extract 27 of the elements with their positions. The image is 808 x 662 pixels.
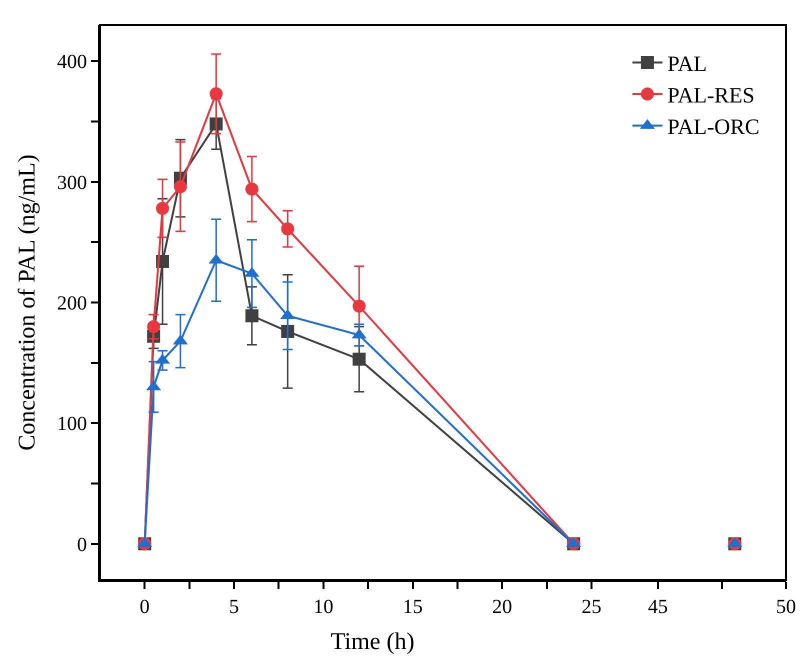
y-tick-label: 100 — [57, 413, 87, 436]
y-axis-title: Concentration of PAL (ng/mL) — [14, 154, 41, 451]
x-tick-label: 0 — [140, 596, 150, 618]
y-tick-label: 200 — [57, 292, 87, 314]
point — [281, 222, 294, 236]
x-tick-label: 10 — [313, 596, 334, 618]
x-tick-label: 15 — [402, 596, 423, 618]
legend-label: PAL — [667, 51, 707, 76]
y-tick-label: 400 — [57, 51, 87, 74]
point — [352, 300, 366, 313]
point — [210, 87, 223, 100]
x-tick-label: 45 — [648, 596, 668, 618]
point — [156, 202, 170, 215]
point — [245, 309, 258, 322]
point — [245, 182, 258, 196]
x-tick-label: 50 — [776, 596, 796, 618]
y-tick-label: 300 — [57, 172, 87, 194]
x-tick-label: 5 — [229, 596, 240, 618]
legend-label: PAL-RES — [667, 82, 755, 108]
point — [352, 352, 366, 366]
point — [147, 320, 160, 334]
x-tick-label: 20 — [492, 596, 512, 618]
y-tick-label: 0 — [77, 534, 87, 556]
x-axis-title: Time (h) — [330, 628, 414, 655]
legend-label: PAL-ORC — [667, 114, 760, 140]
point — [174, 180, 187, 194]
x-tick-label: 25 — [581, 596, 602, 618]
